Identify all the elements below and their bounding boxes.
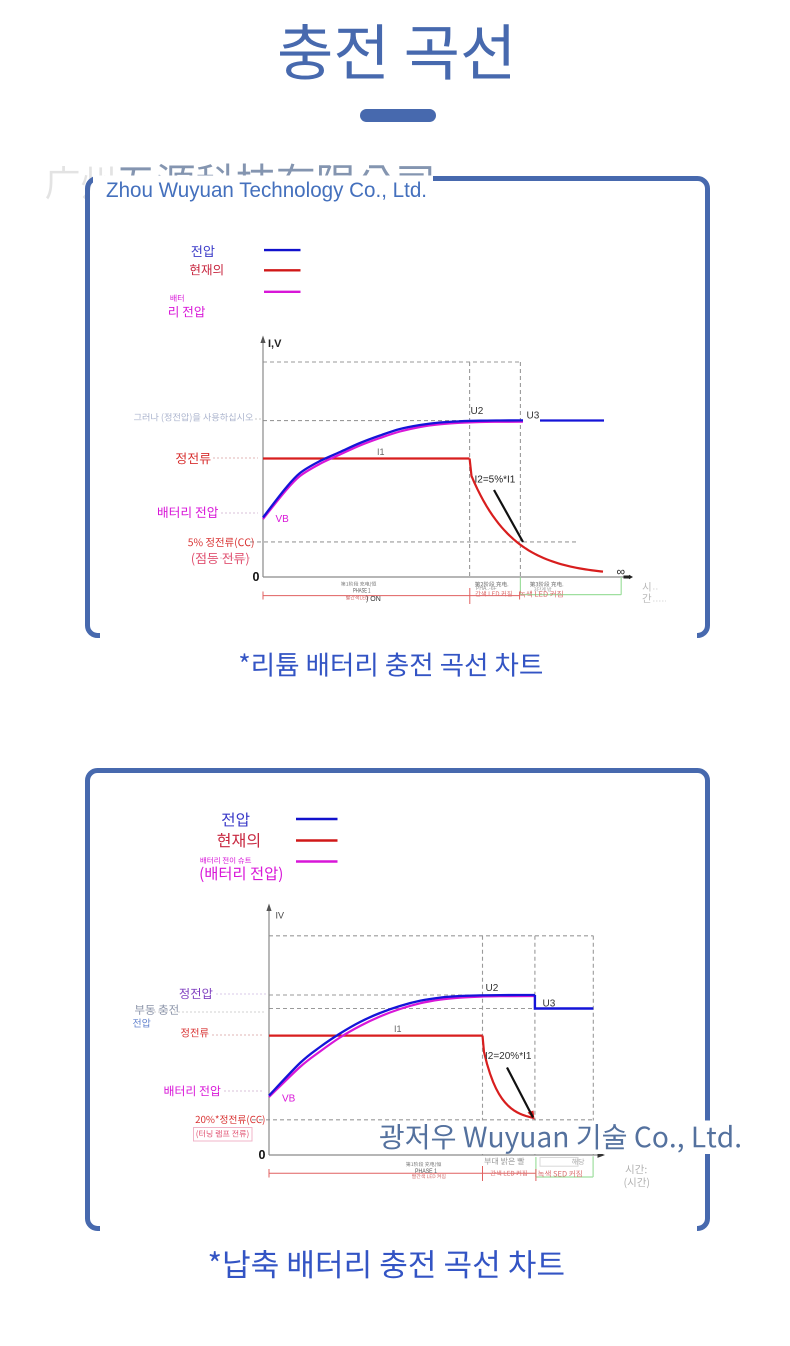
svg-text:I1: I1 [377, 447, 385, 457]
svg-text:I1: I1 [394, 1024, 402, 1034]
svg-text:I2=5%*I1: I2=5%*I1 [475, 475, 516, 486]
svg-text:U3: U3 [543, 999, 556, 1010]
svg-text:IV: IV [276, 911, 285, 921]
svg-text:PHA..-6F: PHA..-6F [476, 586, 497, 592]
svg-text:PHASE 1: PHASE 1 [353, 589, 371, 595]
svg-text:0: 0 [259, 1148, 266, 1162]
svg-text:Zhou Wuyuan Technology Co., Lt: Zhou Wuyuan Technology Co., Ltd. [106, 179, 427, 202]
svg-text:0: 0 [253, 570, 260, 584]
svg-text:PHASE 1: PHASE 1 [415, 1169, 438, 1175]
svg-text:VB: VB [276, 514, 290, 525]
svg-text:VB: VB [282, 1094, 296, 1105]
svg-text:U3: U3 [527, 411, 540, 422]
svg-text:) ON: ) ON [366, 596, 381, 603]
svg-text:I2=20%*I1: I2=20%*I1 [485, 1051, 532, 1062]
svg-text:U2: U2 [486, 983, 499, 994]
svg-text:I,V: I,V [268, 338, 282, 350]
svg-text:U2: U2 [471, 406, 484, 417]
svg-text:∞: ∞ [617, 565, 626, 579]
